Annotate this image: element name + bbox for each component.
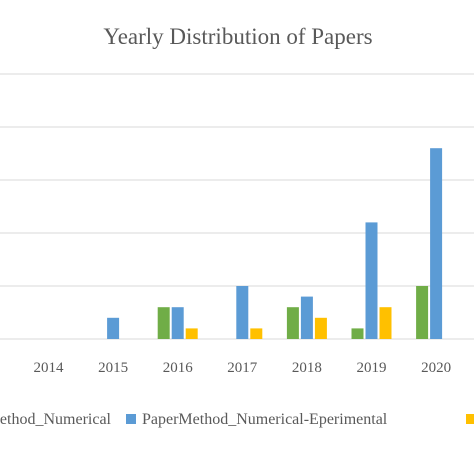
- bar-series-3-2018: [314, 317, 327, 339]
- x-tick-label-2016: 2016: [163, 360, 194, 376]
- bar-PaperMethod_Numerical-Eperimental-2015: [107, 317, 120, 339]
- x-tick-label-2020: 2020: [421, 360, 451, 376]
- legend-label-1: PaperMethod_Numerical: [0, 411, 112, 428]
- x-axis-tick-labels: 2014 2015 2016 2017 2018 2019 2020: [34, 360, 452, 376]
- bar-PaperMethod_Numerical-2016: [157, 307, 170, 339]
- legend: PaperMethod_Numerical PaperMethod_Numeric…: [0, 411, 474, 428]
- x-tick-label-2014: 2014: [34, 360, 65, 376]
- legend-swatch-3: [466, 414, 474, 424]
- bar-PaperMethod_Numerical-Eperimental-2017: [236, 286, 249, 339]
- x-tick-label-2015: 2015: [98, 360, 128, 376]
- x-tick-label-2018: 2018: [292, 360, 322, 376]
- bar-PaperMethod_Numerical-Eperimental-2016: [171, 307, 184, 339]
- bar-series-3-2019: [379, 307, 392, 339]
- bar-PaperMethod_Numerical-Eperimental-2018: [300, 296, 313, 339]
- bar-PaperMethod_Numerical-Eperimental-2019: [365, 222, 378, 339]
- bar-series-3-2016: [185, 328, 198, 339]
- bars: [107, 148, 443, 339]
- gridlines: [0, 73, 474, 340]
- bar-series-3-2017: [250, 328, 263, 339]
- bar-PaperMethod_Numerical-2020: [416, 286, 429, 339]
- x-tick-label-2019: 2019: [357, 360, 387, 376]
- bar-PaperMethod_Numerical-2019: [351, 328, 364, 339]
- legend-label-2: PaperMethod_Numerical-Eperimental: [142, 411, 388, 428]
- bar-PaperMethod_Numerical-2018: [286, 307, 299, 339]
- bar-PaperMethod_Numerical-Eperimental-2020: [430, 148, 443, 339]
- legend-swatch-2: [126, 414, 136, 424]
- chart-title: Yearly Distribution of Papers: [103, 24, 372, 49]
- x-tick-label-2017: 2017: [227, 360, 258, 376]
